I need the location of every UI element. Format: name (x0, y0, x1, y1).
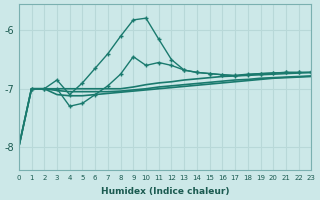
X-axis label: Humidex (Indice chaleur): Humidex (Indice chaleur) (101, 187, 229, 196)
